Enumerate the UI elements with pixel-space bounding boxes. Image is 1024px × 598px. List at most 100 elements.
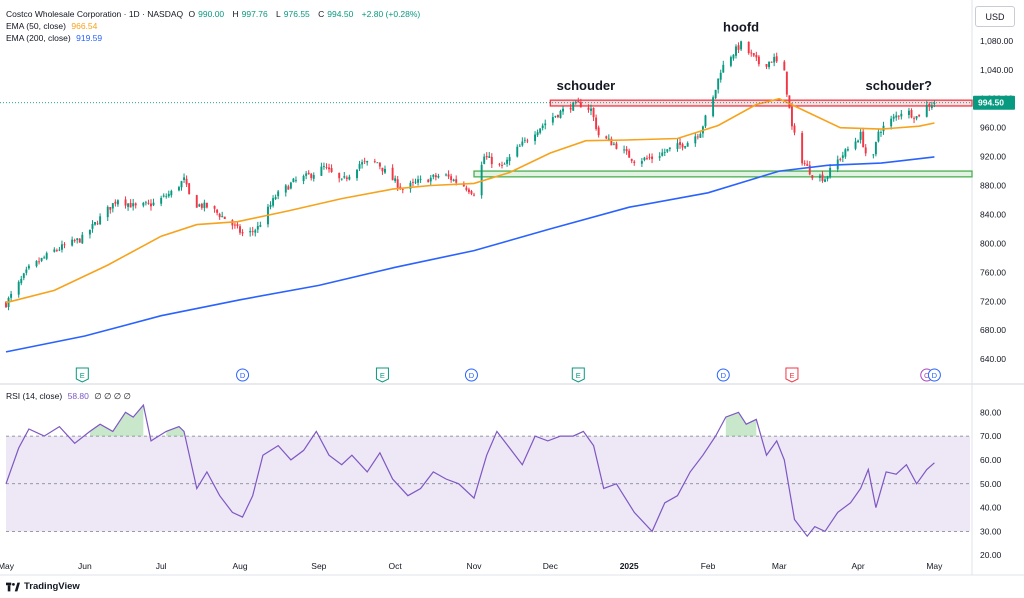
candle xyxy=(292,177,295,183)
ema200-legend[interactable]: EMA (200, close) 919.59 xyxy=(6,33,105,43)
candle-body xyxy=(773,56,776,63)
candle xyxy=(289,181,292,190)
candle-body xyxy=(897,115,900,117)
candle-body xyxy=(801,132,804,164)
candle xyxy=(152,198,155,207)
candle xyxy=(480,161,483,199)
candle-body xyxy=(623,149,626,151)
candle-body xyxy=(411,181,414,183)
candle-body xyxy=(907,110,910,115)
candle xyxy=(45,251,48,261)
candle-body xyxy=(223,216,226,220)
candle xyxy=(63,242,66,249)
candle xyxy=(696,134,699,140)
candle-body xyxy=(551,117,554,123)
candle xyxy=(750,49,753,57)
candle-body xyxy=(633,161,636,163)
candle xyxy=(328,163,330,173)
candle xyxy=(239,224,241,235)
event-marker-letter: D xyxy=(932,371,938,380)
candle xyxy=(134,202,137,209)
currency-button[interactable]: USD xyxy=(975,6,1015,27)
ohlc-close: C 994.50 xyxy=(318,9,354,19)
candle-body xyxy=(17,281,20,295)
candle-body xyxy=(25,269,28,273)
candle xyxy=(53,247,56,253)
candle xyxy=(661,148,664,157)
candle-body xyxy=(111,203,114,209)
candle-body xyxy=(595,117,598,129)
candle xyxy=(536,129,539,137)
candle xyxy=(338,172,341,183)
candle xyxy=(223,216,226,220)
candle xyxy=(363,157,366,165)
candle xyxy=(755,51,758,62)
candle xyxy=(170,189,173,198)
ema50-legend[interactable]: EMA (50, close) 966.54 xyxy=(6,21,100,31)
candle-body xyxy=(99,216,102,225)
candle xyxy=(272,195,275,208)
candle-body xyxy=(696,136,699,138)
candle xyxy=(195,194,198,208)
candle xyxy=(910,108,913,119)
candle-body xyxy=(506,159,509,164)
candle xyxy=(701,125,704,138)
candle-body xyxy=(152,202,155,206)
candle xyxy=(277,189,280,200)
candle-body xyxy=(539,128,542,133)
candle xyxy=(200,202,203,210)
candle-body xyxy=(114,201,117,204)
candle xyxy=(630,158,633,164)
candle xyxy=(330,164,333,173)
time-tick-label: May xyxy=(0,561,15,571)
candle-body xyxy=(740,41,743,50)
candle xyxy=(127,203,130,211)
candle-body xyxy=(170,190,173,196)
candle xyxy=(612,142,615,146)
tradingview-logo[interactable]: TradingView xyxy=(6,581,80,592)
time-tick-label: Apr xyxy=(851,561,864,571)
candle-body xyxy=(294,179,297,181)
candle-body xyxy=(249,231,252,233)
candle-body xyxy=(826,176,829,179)
candle-body xyxy=(106,206,109,218)
candle-body xyxy=(109,206,112,210)
candle xyxy=(450,173,453,183)
candle xyxy=(651,153,654,164)
candle-body xyxy=(205,202,208,208)
rsi-legend[interactable]: RSI (14, close) 58.80 ∅ ∅ ∅ ∅ xyxy=(6,391,134,402)
candle xyxy=(218,212,221,220)
candle-body xyxy=(890,118,893,127)
candle xyxy=(348,174,351,181)
candle xyxy=(699,132,702,138)
candle xyxy=(640,158,643,167)
candle-body xyxy=(78,238,81,243)
candle xyxy=(872,153,875,159)
candle xyxy=(55,248,58,253)
rsi-tick-label: 50.00 xyxy=(980,479,1002,489)
candle xyxy=(490,153,493,169)
candle xyxy=(213,205,216,213)
candle xyxy=(27,264,30,270)
candle xyxy=(320,162,323,177)
candle-body xyxy=(572,102,575,111)
candle-body xyxy=(239,226,241,233)
candle xyxy=(785,71,788,98)
candle xyxy=(485,152,488,160)
candle xyxy=(801,130,804,166)
rsi-label: RSI (14, close) xyxy=(6,391,63,401)
candle xyxy=(259,221,262,228)
candle-body xyxy=(719,72,722,80)
candle-body xyxy=(615,143,618,149)
candle xyxy=(361,159,364,169)
candle xyxy=(445,173,447,177)
candle-body xyxy=(38,261,41,263)
candle xyxy=(501,161,503,169)
candle-body xyxy=(272,198,275,206)
candle-body xyxy=(180,181,183,188)
candle-body xyxy=(384,168,386,173)
rsi-overbought-fill xyxy=(89,405,144,437)
candle xyxy=(625,146,628,155)
candle-body xyxy=(915,116,918,119)
